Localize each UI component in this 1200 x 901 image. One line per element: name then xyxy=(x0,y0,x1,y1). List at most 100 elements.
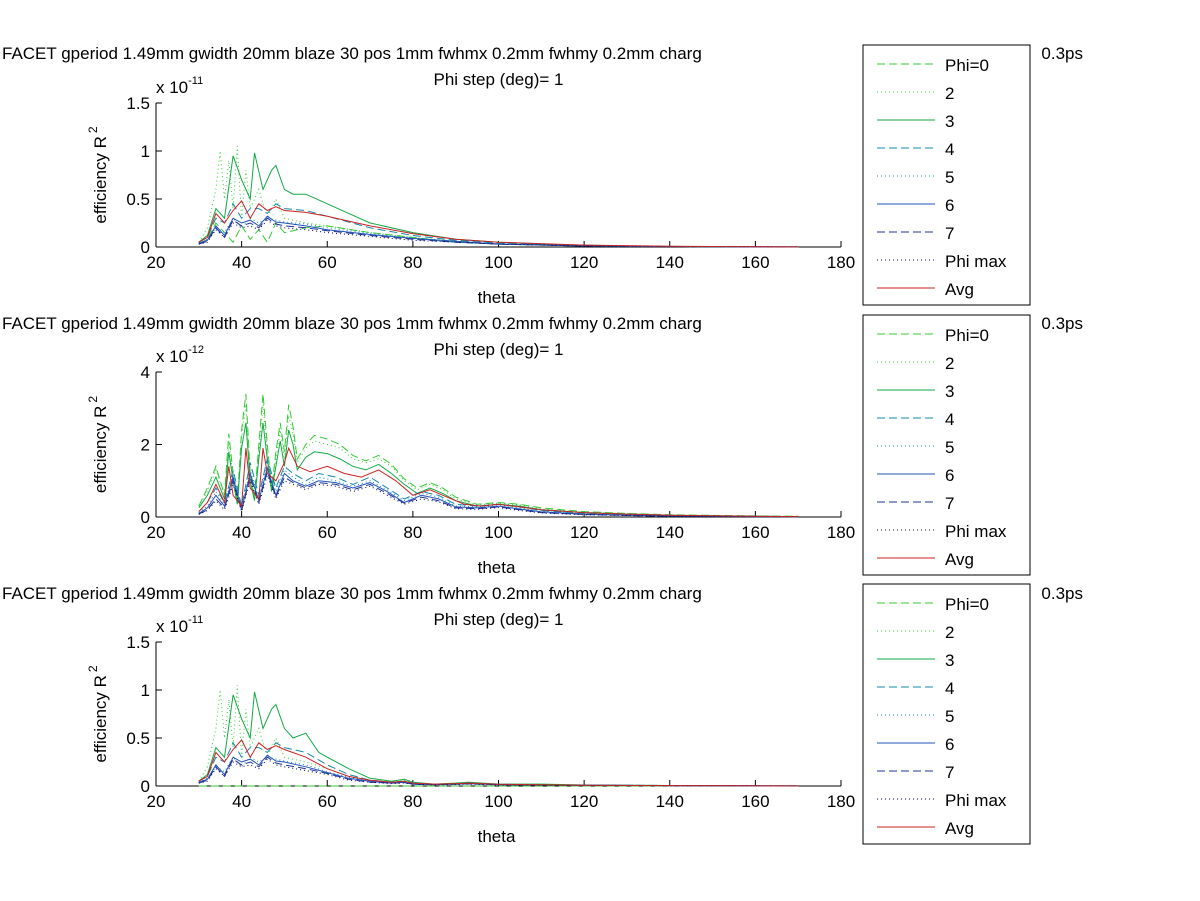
legend-box xyxy=(862,314,1031,576)
y-axis-label-superscript: 2 xyxy=(86,126,100,133)
y-multiplier-base: x 10 xyxy=(156,347,188,366)
chart-title-tail: 0.3ps xyxy=(1041,44,1083,63)
legend-label: Phi max xyxy=(945,252,1007,271)
y-axis-multiplier: x 10-11 xyxy=(156,614,203,636)
x-tick-label: 180 xyxy=(827,253,855,272)
y-axis-label-superscript: 2 xyxy=(86,396,100,403)
chart-panel-3: 20 40 60 80 100 120 140 160 180 0 0.5 1 1.5 x 10-11 th… xyxy=(2,583,1083,846)
y-tick-label: 0.5 xyxy=(126,190,150,209)
x-axis-label: theta xyxy=(478,288,516,307)
y-tick-label: 4 xyxy=(141,363,150,382)
chart-title: FACET gperiod 1.49mm gwidth 20mm blaze 3… xyxy=(2,44,702,63)
chart-panel-2: 20 40 60 80 100 120 140 160 180 0 2 4 x 10-12 theta ef… xyxy=(2,314,1083,577)
legend-box xyxy=(862,583,1031,845)
y-tick-label: 1.5 xyxy=(126,94,150,113)
legend-label: 6 xyxy=(945,466,954,485)
series-line-2 xyxy=(198,404,799,517)
y-multiplier-exponent: -11 xyxy=(188,75,203,87)
legend-label: 6 xyxy=(945,196,954,215)
series-line-8 xyxy=(198,219,799,248)
x-tick-label: 60 xyxy=(318,792,337,811)
series-line-7 xyxy=(198,469,799,518)
y-tick-label: 1.5 xyxy=(126,633,150,652)
x-tick-label: 80 xyxy=(403,253,422,272)
y-tick-label: 0 xyxy=(141,777,150,796)
y-axis-label-text: efficiency R xyxy=(91,675,110,763)
series-line-4 xyxy=(198,741,799,787)
x-tick-label: 140 xyxy=(656,523,684,542)
x-axis-label: theta xyxy=(478,827,516,846)
y-tick-label: 0 xyxy=(141,238,150,257)
y-axis-label-text: efficiency R xyxy=(91,136,110,224)
x-tick-label: 40 xyxy=(232,253,251,272)
y-axis-label-superscript: 2 xyxy=(86,665,100,672)
x-tick-label: 140 xyxy=(656,253,684,272)
legend-label: Phi=0 xyxy=(945,326,989,345)
legend: Phi=0 2 3 4 5 6 7 Phi max Avg xyxy=(862,44,1031,306)
legend-label: 3 xyxy=(945,651,954,670)
x-tick-label: 120 xyxy=(570,253,598,272)
series-line-4 xyxy=(198,202,799,248)
y-tick-label: 0 xyxy=(141,508,150,527)
legend-label: 5 xyxy=(945,707,954,726)
chart-title-tail: 0.3ps xyxy=(1041,584,1083,603)
legend-label: 3 xyxy=(945,382,954,401)
series-line-4 xyxy=(198,457,799,518)
y-multiplier-base: x 10 xyxy=(156,617,188,636)
x-tick-label: 140 xyxy=(656,792,684,811)
series-line-9 xyxy=(198,200,799,248)
x-tick-label: 120 xyxy=(570,792,598,811)
x-tick-label: 60 xyxy=(318,253,337,272)
legend-label: Phi max xyxy=(945,522,1007,541)
y-axis-multiplier: x 10-12 xyxy=(156,344,204,366)
series-line-2 xyxy=(198,685,799,787)
y-tick-label: 1 xyxy=(141,142,150,161)
x-tick-label: 180 xyxy=(827,792,855,811)
x-tick-label: 160 xyxy=(741,523,769,542)
series-line-9 xyxy=(198,446,799,518)
chart-subtitle: Phi step (deg)= 1 xyxy=(434,340,564,359)
y-axis-label: efficiency R 2 xyxy=(86,126,110,224)
chart-panel-1: 20 40 60 80 100 120 140 160 180 0 0.5 1 1.5 x 10-11 th… xyxy=(2,44,1083,307)
y-axis-label: efficiency R 2 xyxy=(86,396,110,494)
legend: Phi=0 2 3 4 5 6 7 Phi max Avg xyxy=(862,314,1031,576)
legend-label: 7 xyxy=(945,763,954,782)
x-tick-label: 60 xyxy=(318,523,337,542)
chart-subtitle: Phi step (deg)= 1 xyxy=(434,70,564,89)
legend-box xyxy=(862,44,1031,306)
legend-label: 4 xyxy=(945,140,954,159)
y-tick-label: 1 xyxy=(141,681,150,700)
x-tick-label: 20 xyxy=(147,792,166,811)
legend-label: 5 xyxy=(945,438,954,457)
legend-label: 4 xyxy=(945,679,954,698)
legend-label: 4 xyxy=(945,410,954,429)
chart-title-tail: 0.3ps xyxy=(1041,314,1083,333)
legend-label: Phi max xyxy=(945,791,1007,810)
series-line-8 xyxy=(198,758,799,787)
x-tick-label: 20 xyxy=(147,253,166,272)
chart-subtitle: Phi step (deg)= 1 xyxy=(434,610,564,629)
legend-label: 2 xyxy=(945,354,954,373)
x-tick-label: 180 xyxy=(827,523,855,542)
series-line-1 xyxy=(198,393,799,517)
series-line-8 xyxy=(198,473,799,518)
legend-label: 3 xyxy=(945,112,954,131)
legend-label: Avg xyxy=(945,280,974,299)
x-tick-label: 100 xyxy=(484,792,512,811)
series-line-6 xyxy=(198,466,799,518)
chart-title: FACET gperiod 1.49mm gwidth 20mm blaze 3… xyxy=(2,314,702,333)
legend-label: Avg xyxy=(945,550,974,569)
y-axis-multiplier: x 10-11 xyxy=(156,75,203,97)
legend-label: Phi=0 xyxy=(945,56,989,75)
x-tick-label: 160 xyxy=(741,792,769,811)
y-multiplier-base: x 10 xyxy=(156,78,188,97)
y-multiplier-exponent: -11 xyxy=(188,614,203,626)
x-tick-label: 100 xyxy=(484,253,512,272)
y-axis-label: efficiency R 2 xyxy=(86,665,110,763)
x-tick-label: 80 xyxy=(403,523,422,542)
chart-title: FACET gperiod 1.49mm gwidth 20mm blaze 3… xyxy=(2,584,702,603)
x-tick-label: 80 xyxy=(403,792,422,811)
y-multiplier-exponent: -12 xyxy=(188,344,204,356)
x-tick-label: 120 xyxy=(570,523,598,542)
